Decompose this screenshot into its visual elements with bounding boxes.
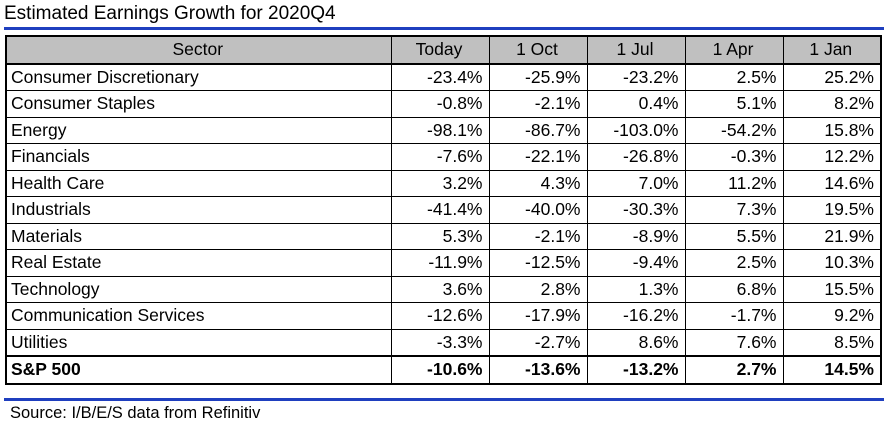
value-cell: 2.7% bbox=[684, 355, 784, 384]
sector-cell: Industrials bbox=[5, 196, 392, 224]
value-cell: -13.2% bbox=[586, 355, 686, 384]
value-cell: -23.4% bbox=[390, 63, 490, 91]
value-cell: 10.3% bbox=[782, 249, 882, 277]
value-cell: 8.2% bbox=[782, 90, 882, 118]
value-cell: -9.4% bbox=[586, 249, 686, 277]
value-cell: 3.2% bbox=[390, 169, 490, 197]
value-cell: 3.6% bbox=[390, 275, 490, 303]
sector-cell: Energy bbox=[5, 116, 392, 144]
table-row: Industrials -41.4% -40.0% -30.3% 7.3% 19.5% bbox=[5, 196, 882, 224]
table-row: Financials -7.6% -22.1% -26.8% -0.3% 12.2% bbox=[5, 143, 882, 171]
sector-cell: Utilities bbox=[5, 328, 392, 357]
sector-cell: Technology bbox=[5, 275, 392, 303]
value-cell: 0.4% bbox=[586, 90, 686, 118]
value-cell: -2.1% bbox=[488, 222, 588, 250]
table-header-row: Sector Today 1 Oct 1 Jul 1 Apr 1 Jan bbox=[5, 35, 882, 65]
value-cell: 1.3% bbox=[586, 275, 686, 303]
sector-cell: Financials bbox=[5, 143, 392, 171]
table-row: Real Estate -11.9% -12.5% -9.4% 2.5% 10.3% bbox=[5, 249, 882, 277]
value-cell: -98.1% bbox=[390, 116, 490, 144]
total-row: S&P 500 -10.6% -13.6% -13.2% 2.7% 14.5% bbox=[5, 355, 882, 384]
value-cell: -12.6% bbox=[390, 302, 490, 330]
value-cell: 2.5% bbox=[684, 249, 784, 277]
value-cell: -103.0% bbox=[586, 116, 686, 144]
table-row: Communication Services -12.6% -17.9% -16.2%… bbox=[5, 302, 882, 330]
value-cell: 9.2% bbox=[782, 302, 882, 330]
table-row: Health Care 3.2% 4.3% 7.0% 11.2% 14.6% bbox=[5, 169, 882, 197]
value-cell: 5.1% bbox=[684, 90, 784, 118]
sector-cell: S&P 500 bbox=[5, 355, 392, 384]
value-cell: 14.6% bbox=[782, 169, 882, 197]
value-cell: -40.0% bbox=[488, 196, 588, 224]
value-cell: 2.8% bbox=[488, 275, 588, 303]
value-cell: 15.5% bbox=[782, 275, 882, 303]
value-cell: 2.5% bbox=[684, 63, 784, 91]
sector-cell: Consumer Discretionary bbox=[5, 63, 392, 91]
value-cell: -3.3% bbox=[390, 328, 490, 357]
value-cell: -41.4% bbox=[390, 196, 490, 224]
value-cell: 14.5% bbox=[782, 355, 882, 384]
value-cell: 19.5% bbox=[782, 196, 882, 224]
value-cell: 15.8% bbox=[782, 116, 882, 144]
value-cell: 21.9% bbox=[782, 222, 882, 250]
value-cell: -23.2% bbox=[586, 63, 686, 91]
sector-cell: Health Care bbox=[5, 169, 392, 197]
table-row: Energy -98.1% -86.7% -103.0% -54.2% 15.8% bbox=[5, 116, 882, 144]
value-cell: -25.9% bbox=[488, 63, 588, 91]
value-cell: -30.3% bbox=[586, 196, 686, 224]
value-cell: 4.3% bbox=[488, 169, 588, 197]
value-cell: 5.3% bbox=[390, 222, 490, 250]
column-header: Sector bbox=[5, 35, 392, 65]
source-note: Source: I/B/E/S data from Refinitiv bbox=[10, 404, 261, 422]
column-header: 1 Jul bbox=[586, 35, 686, 65]
value-cell: -17.9% bbox=[488, 302, 588, 330]
earnings-growth-table: Sector Today 1 Oct 1 Jul 1 Apr 1 Jan Con… bbox=[5, 35, 882, 385]
value-cell: -13.6% bbox=[488, 355, 588, 384]
value-cell: 6.8% bbox=[684, 275, 784, 303]
value-cell: 11.2% bbox=[684, 169, 784, 197]
value-cell: -8.9% bbox=[586, 222, 686, 250]
value-cell: -86.7% bbox=[488, 116, 588, 144]
value-cell: -26.8% bbox=[586, 143, 686, 171]
value-cell: -10.6% bbox=[390, 355, 490, 384]
value-cell: 7.6% bbox=[684, 328, 784, 357]
title-underline bbox=[4, 27, 884, 30]
sector-cell: Consumer Staples bbox=[5, 90, 392, 118]
value-cell: 7.0% bbox=[586, 169, 686, 197]
value-cell: 7.3% bbox=[684, 196, 784, 224]
table-body: Consumer Discretionary -23.4% -25.9% -23.2%… bbox=[5, 63, 882, 384]
table-row: Consumer Staples -0.8% -2.1% 0.4% 5.1% 8.2% bbox=[5, 90, 882, 118]
value-cell: -11.9% bbox=[390, 249, 490, 277]
value-cell: 12.2% bbox=[782, 143, 882, 171]
value-cell: -7.6% bbox=[390, 143, 490, 171]
value-cell: 25.2% bbox=[782, 63, 882, 91]
sector-cell: Communication Services bbox=[5, 302, 392, 330]
value-cell: -2.7% bbox=[488, 328, 588, 357]
table-row: Technology 3.6% 2.8% 1.3% 6.8% 15.5% bbox=[5, 275, 882, 303]
column-header: 1 Apr bbox=[684, 35, 784, 65]
column-header: Today bbox=[390, 35, 490, 65]
sector-cell: Real Estate bbox=[5, 249, 392, 277]
table-row: Materials 5.3% -2.1% -8.9% 5.5% 21.9% bbox=[5, 222, 882, 250]
value-cell: 5.5% bbox=[684, 222, 784, 250]
value-cell: -16.2% bbox=[586, 302, 686, 330]
column-header: 1 Jan bbox=[782, 35, 882, 65]
table-row: Consumer Discretionary -23.4% -25.9% -23.2%… bbox=[5, 63, 882, 91]
value-cell: -22.1% bbox=[488, 143, 588, 171]
bottom-rule bbox=[4, 398, 884, 401]
sector-cell: Materials bbox=[5, 222, 392, 250]
column-header: 1 Oct bbox=[488, 35, 588, 65]
value-cell: -0.8% bbox=[390, 90, 490, 118]
table-row: Utilities -3.3% -2.7% 8.6% 7.6% 8.5% bbox=[5, 328, 882, 357]
value-cell: -2.1% bbox=[488, 90, 588, 118]
value-cell: -1.7% bbox=[684, 302, 784, 330]
page-title: Estimated Earnings Growth for 2020Q4 bbox=[4, 3, 336, 24]
value-cell: 8.5% bbox=[782, 328, 882, 357]
value-cell: 8.6% bbox=[586, 328, 686, 357]
value-cell: -54.2% bbox=[684, 116, 784, 144]
value-cell: -0.3% bbox=[684, 143, 784, 171]
value-cell: -12.5% bbox=[488, 249, 588, 277]
